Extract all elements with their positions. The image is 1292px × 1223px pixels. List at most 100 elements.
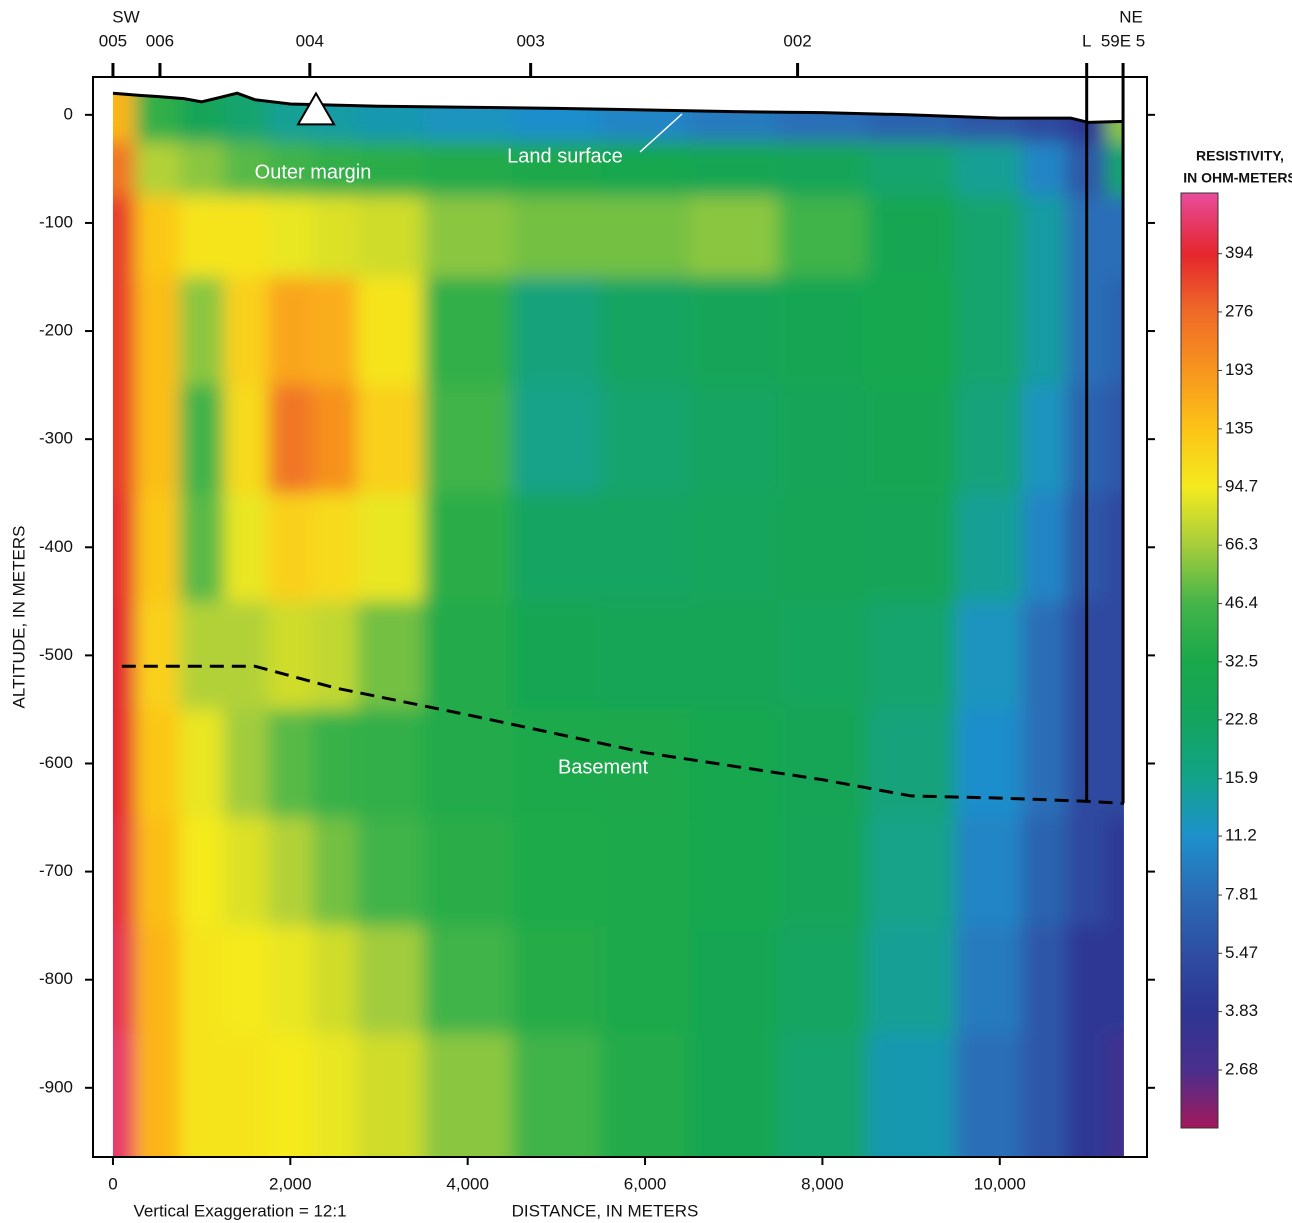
cell xyxy=(600,817,690,927)
cell xyxy=(600,493,690,602)
cell xyxy=(1106,195,1124,278)
cell xyxy=(356,709,424,819)
cell xyxy=(135,141,180,197)
cell xyxy=(423,385,513,494)
y-tick-label: 0 xyxy=(64,104,73,123)
cell xyxy=(1106,925,1124,1035)
annotation: Basement xyxy=(558,756,648,778)
cell xyxy=(135,601,180,710)
cell xyxy=(312,1033,358,1158)
x-tick-label: 10,000 xyxy=(974,1174,1026,1193)
cell xyxy=(1021,195,1067,278)
cell xyxy=(1106,601,1124,710)
cell xyxy=(312,277,358,386)
cell xyxy=(866,141,956,197)
cell xyxy=(600,277,690,386)
cell xyxy=(689,493,779,602)
cell xyxy=(423,925,513,1035)
cell xyxy=(778,817,868,927)
cell xyxy=(268,601,313,710)
cell xyxy=(423,817,513,927)
cell xyxy=(112,385,136,494)
cell xyxy=(1106,817,1124,927)
colorbar-label: 5.47 xyxy=(1225,943,1258,962)
y-tick-label: -600 xyxy=(39,753,73,772)
note: Vertical Exaggeration = 12:1 xyxy=(133,1201,346,1220)
colorbar-label: 15.9 xyxy=(1225,768,1258,787)
cell xyxy=(778,601,868,710)
cell xyxy=(955,601,1023,710)
cell xyxy=(600,1033,690,1158)
colorbar-label: 11.2 xyxy=(1225,826,1257,845)
station-label: L xyxy=(1082,31,1091,50)
cell xyxy=(135,93,180,143)
cell xyxy=(600,195,690,278)
cell xyxy=(955,141,1023,197)
colorbar-label: 394 xyxy=(1225,243,1253,262)
cell xyxy=(179,141,225,197)
y-tick-label: -200 xyxy=(39,321,73,340)
direction-label: NE xyxy=(1119,7,1143,26)
cell xyxy=(1106,141,1124,197)
cell xyxy=(1021,141,1067,197)
colorbar-label: 193 xyxy=(1225,360,1253,379)
station-label: 002 xyxy=(783,31,811,50)
cell xyxy=(112,493,136,602)
colorbar-title: RESISTIVITY, xyxy=(1196,148,1284,164)
cell xyxy=(268,493,313,602)
station-label: 006 xyxy=(146,31,174,50)
cell xyxy=(179,1033,225,1158)
cell xyxy=(223,195,269,278)
cell xyxy=(135,493,180,602)
cell xyxy=(112,277,136,386)
cell xyxy=(1021,925,1067,1035)
cell xyxy=(423,601,513,710)
cell xyxy=(135,385,180,494)
cell xyxy=(223,493,269,602)
cell xyxy=(512,817,602,927)
cell xyxy=(512,493,602,602)
cell xyxy=(1021,493,1067,602)
cell xyxy=(356,385,424,494)
cell xyxy=(955,817,1023,927)
cell xyxy=(689,925,779,1035)
y-tick-label: -700 xyxy=(39,861,73,880)
cell xyxy=(423,493,513,602)
plot-frame xyxy=(92,76,1148,1158)
cell xyxy=(312,601,358,710)
y-tick-label: -400 xyxy=(39,537,73,556)
cell xyxy=(268,1033,313,1158)
cell xyxy=(312,141,358,197)
cell xyxy=(778,93,868,143)
cell xyxy=(112,709,136,819)
cell xyxy=(1106,1033,1124,1158)
overlay: 005 006 004 003 002 L 59E 5 0 2,000 4,000 6,000 8,0… xyxy=(39,31,1258,1193)
cell xyxy=(112,601,136,710)
cell xyxy=(223,141,269,197)
cell xyxy=(689,385,779,494)
cell xyxy=(312,195,358,278)
cell xyxy=(423,93,513,143)
direction-label: SW xyxy=(112,7,139,26)
station-label: 003 xyxy=(516,31,544,50)
colorbar-label: 7.81 xyxy=(1225,885,1258,904)
cell xyxy=(866,93,956,143)
cell xyxy=(268,195,313,278)
cell xyxy=(1106,709,1124,819)
cell xyxy=(955,385,1023,494)
cell xyxy=(423,195,513,278)
cell xyxy=(179,601,225,710)
cell xyxy=(512,601,602,710)
y-tick-label: -300 xyxy=(39,429,73,448)
cell xyxy=(112,93,136,143)
leader-line xyxy=(639,113,683,153)
colorbar xyxy=(1180,192,1219,1129)
cell xyxy=(112,817,136,927)
cell xyxy=(1021,277,1067,386)
station-label: 005 xyxy=(99,31,127,50)
cell xyxy=(268,385,313,494)
resistivity-field xyxy=(112,93,1124,1158)
cell xyxy=(268,709,313,819)
cell xyxy=(423,277,513,386)
cell xyxy=(1066,817,1107,927)
